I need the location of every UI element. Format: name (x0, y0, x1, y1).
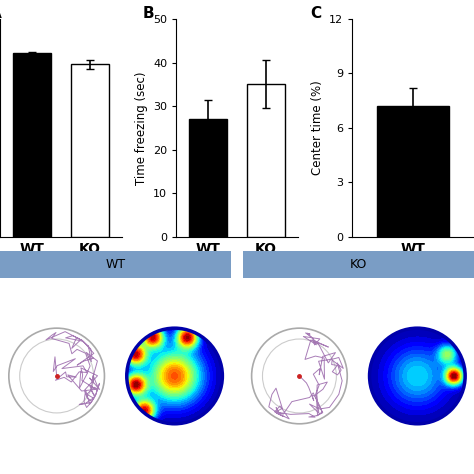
Bar (189, 119, 227, 237)
Y-axis label: Center time (%): Center time (%) (311, 81, 324, 175)
Bar (377, 106, 449, 237)
Bar (71, 64, 109, 237)
Bar (13, 54, 51, 237)
Bar (247, 84, 285, 237)
Text: C: C (310, 6, 321, 21)
Text: B: B (142, 6, 154, 21)
Text: E: E (247, 251, 258, 266)
Text: A: A (0, 6, 2, 21)
Text: D: D (5, 251, 17, 266)
Y-axis label: Time freezing (sec): Time freezing (sec) (135, 71, 147, 185)
